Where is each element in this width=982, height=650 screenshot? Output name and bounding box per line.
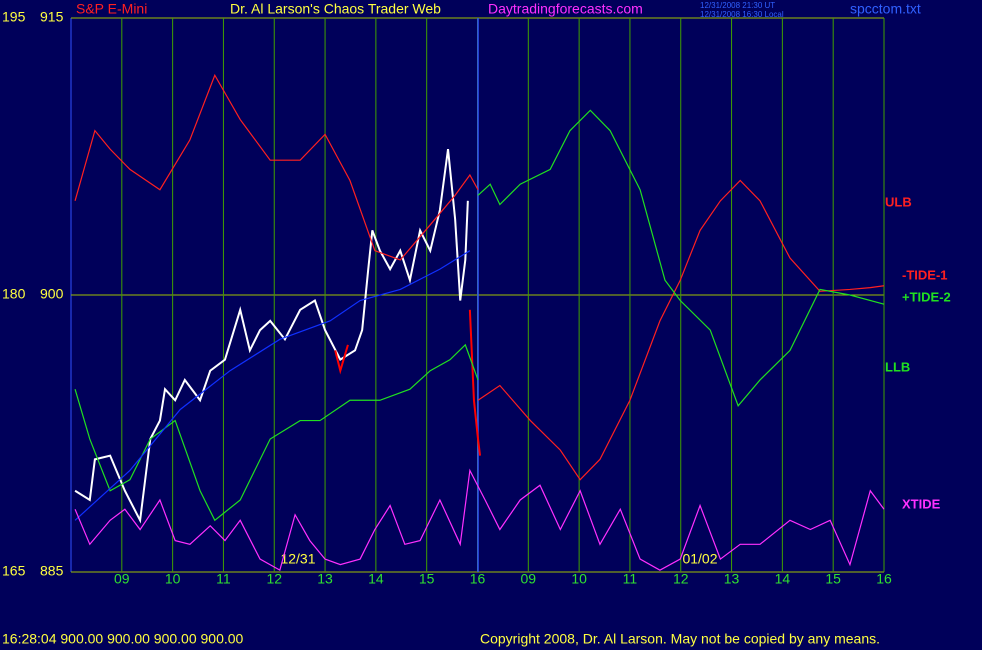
status-line: 16:28:04 900.00 900.00 900.00 900.00 (2, 631, 244, 647)
file-name: spcctom.txt (850, 1, 921, 17)
copyright: Copyright 2008, Dr. Al Larson. May not b… (480, 631, 880, 647)
legend-label: LLB (885, 359, 910, 374)
x-tick-label: 12 (673, 571, 689, 587)
y-tick-label: 885 (40, 563, 64, 579)
x-tick-label: 13 (317, 571, 333, 587)
x-tick-label: 11 (623, 571, 638, 587)
x-tick-label: 16 (470, 571, 486, 587)
y2-tick-label: 180 (2, 286, 26, 302)
y-tick-label: 900 (40, 286, 64, 302)
series-line (74, 148, 469, 524)
legend-label: XTIDE (902, 496, 941, 511)
site: Daytradingforecasts.com (488, 1, 643, 17)
x-tick-label: 10 (571, 571, 587, 587)
x-tick-label: 14 (368, 571, 384, 587)
series-line (74, 343, 479, 522)
series-line (74, 73, 479, 261)
timestamp: 12/31/2008 21:30 UT (700, 1, 775, 10)
x-tick-label: 15 (419, 571, 435, 587)
series-line (334, 344, 349, 375)
x-tick-label: 15 (825, 571, 841, 587)
legend-label: -TIDE-1 (902, 267, 948, 282)
series-line (74, 468, 885, 572)
legend-label: +TIDE-2 (902, 289, 951, 304)
x-tick-label: 13 (724, 571, 740, 587)
timestamp: 12/31/2008 16:30 Local (700, 10, 784, 19)
legend-label: ULB (885, 194, 912, 209)
y2-tick-label: 165 (2, 563, 26, 579)
series-line (74, 250, 471, 521)
x-tick-label: 11 (216, 571, 231, 587)
series-line (468, 309, 482, 456)
x-tick-label: 09 (114, 571, 130, 587)
chart-title: Dr. Al Larson's Chaos Trader Web (230, 1, 441, 17)
x-tick-label: 09 (521, 571, 537, 587)
y2-tick-label: 195 (2, 9, 26, 25)
x-tick-label: 12 (266, 571, 282, 587)
symbol: S&P E-Mini (76, 1, 147, 17)
date-label: 12/31 (280, 551, 315, 567)
series-line (477, 179, 885, 481)
date-label: 01/02 (682, 551, 717, 567)
series-line (477, 109, 885, 407)
x-tick-label: 14 (775, 571, 791, 587)
x-tick-label: 16 (876, 571, 892, 587)
x-tick-label: 10 (165, 571, 181, 587)
y-tick-label: 915 (40, 9, 64, 25)
